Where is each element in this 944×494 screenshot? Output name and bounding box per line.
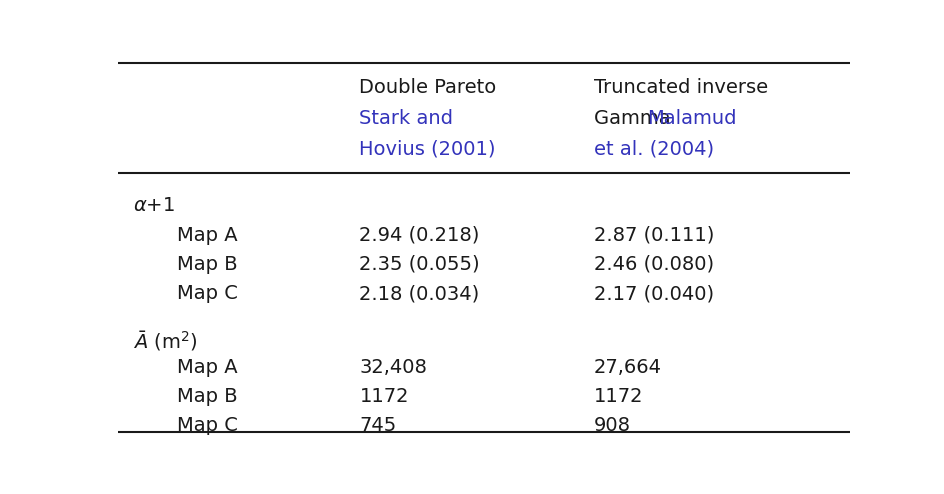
Text: Gamma: Gamma xyxy=(594,109,677,128)
Text: Map A: Map A xyxy=(177,225,237,245)
Text: Map A: Map A xyxy=(177,358,237,377)
Text: Double Pareto: Double Pareto xyxy=(360,79,497,97)
Text: 2.18 (0.034): 2.18 (0.034) xyxy=(360,284,480,303)
Text: Map B: Map B xyxy=(177,255,237,274)
Text: 2.46 (0.080): 2.46 (0.080) xyxy=(594,255,714,274)
Text: et al. (2004): et al. (2004) xyxy=(594,139,714,158)
Text: 2.87 (0.111): 2.87 (0.111) xyxy=(594,225,714,245)
Text: Map B: Map B xyxy=(177,387,237,406)
Text: 1172: 1172 xyxy=(594,387,643,406)
Text: Stark and: Stark and xyxy=(360,109,453,128)
Text: $\alpha$+1: $\alpha$+1 xyxy=(132,196,175,215)
Text: Map C: Map C xyxy=(177,416,237,435)
Text: 745: 745 xyxy=(360,416,396,435)
Text: 2.17 (0.040): 2.17 (0.040) xyxy=(594,284,714,303)
Text: Malamud: Malamud xyxy=(647,109,736,128)
Text: Map C: Map C xyxy=(177,284,237,303)
Text: 27,664: 27,664 xyxy=(594,358,662,377)
Text: 1172: 1172 xyxy=(360,387,409,406)
Text: Hovius (2001): Hovius (2001) xyxy=(360,139,496,158)
Text: 32,408: 32,408 xyxy=(360,358,428,377)
Text: 2.35 (0.055): 2.35 (0.055) xyxy=(360,255,480,274)
Text: 2.94 (0.218): 2.94 (0.218) xyxy=(360,225,480,245)
Text: $\bar{A}$ (m$^2$): $\bar{A}$ (m$^2$) xyxy=(132,329,197,353)
Text: 908: 908 xyxy=(594,416,631,435)
Text: Truncated inverse: Truncated inverse xyxy=(594,79,767,97)
